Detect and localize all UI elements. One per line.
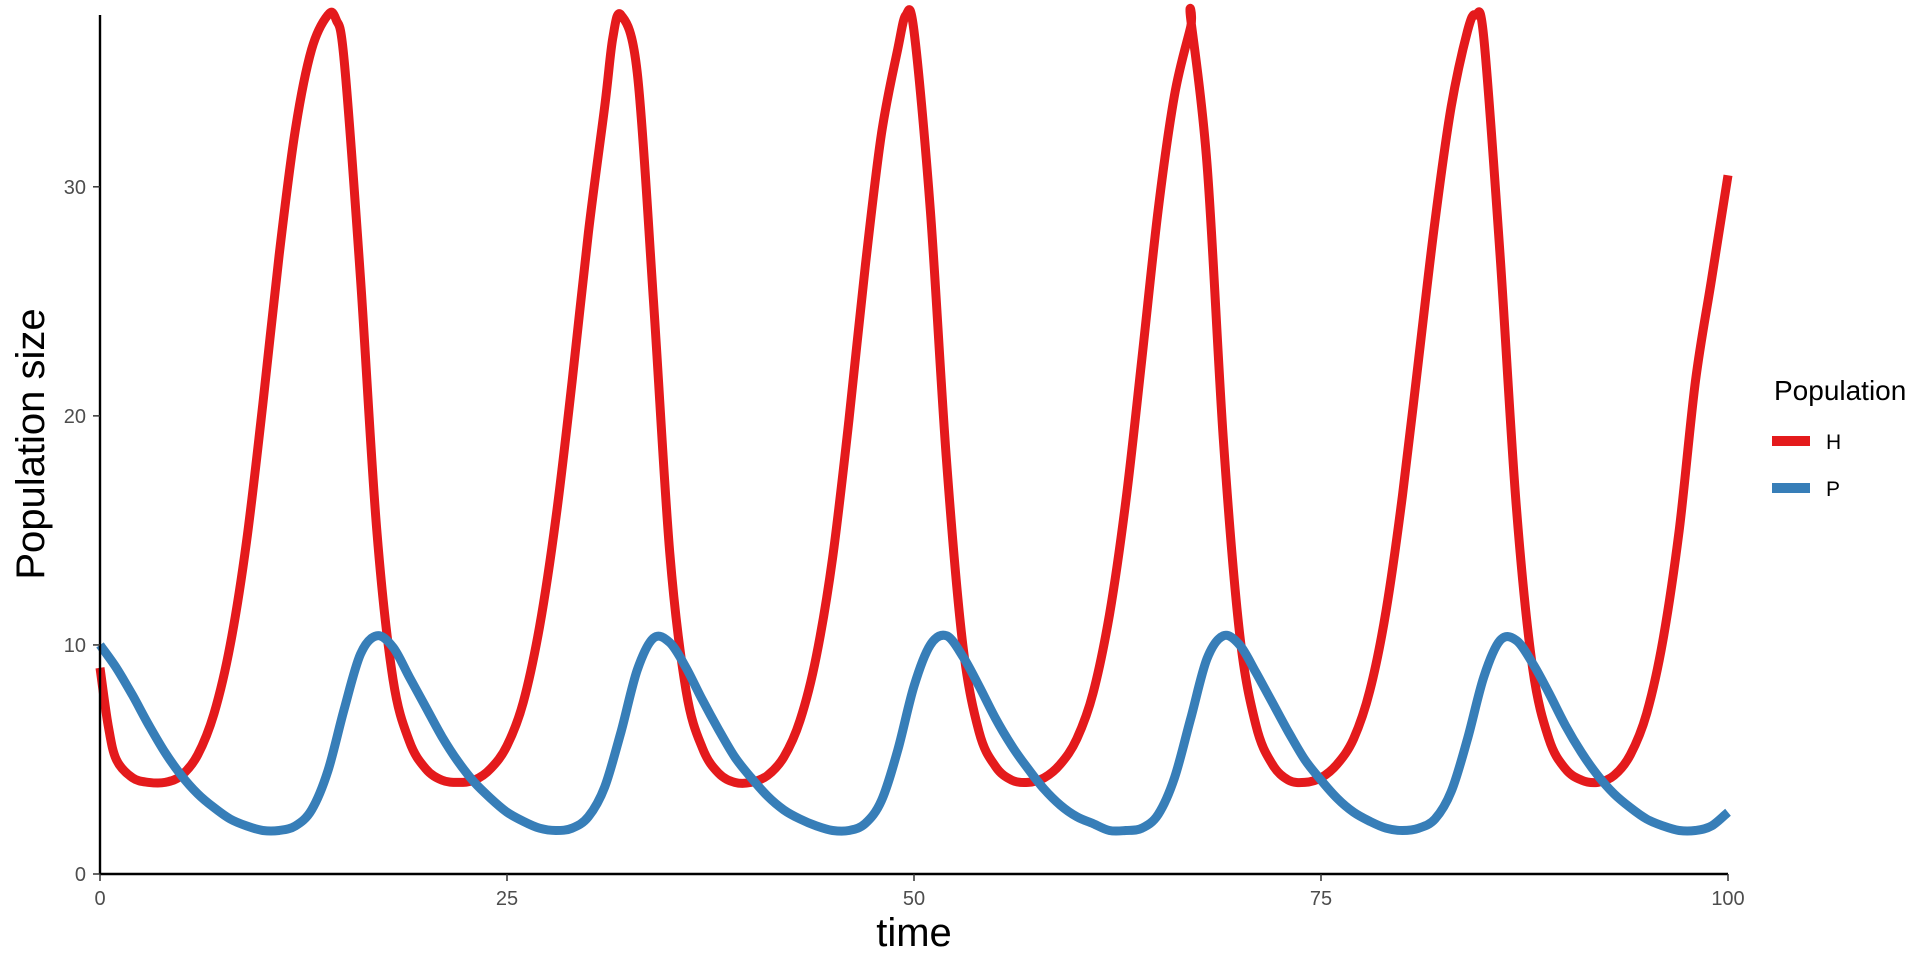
x-axis-title: time	[876, 911, 952, 955]
series-line-h	[95, 3, 1733, 788]
plot-lines	[95, 3, 1733, 836]
y-tick-label: 30	[64, 177, 86, 199]
legend-label-p: P	[1826, 478, 1840, 501]
y-tick-label: 10	[64, 635, 86, 657]
series-line-p	[96, 630, 1731, 836]
y-axis-ticks: 0 10 20 30	[64, 177, 100, 886]
legend-label-h: H	[1826, 431, 1841, 454]
x-tick-label: 100	[1711, 888, 1744, 910]
x-tick-label: 75	[1310, 888, 1332, 910]
x-axis-ticks: 0 25 50 75 100	[94, 874, 1745, 910]
y-tick-label: 0	[75, 864, 86, 886]
legend: Population HP	[1772, 375, 1906, 501]
x-tick-label: 0	[94, 888, 105, 910]
y-tick-label: 20	[64, 406, 86, 428]
x-tick-label: 25	[496, 888, 518, 910]
legend-entries: HP	[1772, 431, 1841, 501]
legend-key-p	[1772, 483, 1810, 493]
legend-title: Population	[1774, 375, 1906, 406]
y-axis-title: Population size	[9, 308, 53, 579]
legend-key-h	[1772, 436, 1810, 446]
x-tick-label: 50	[903, 888, 925, 910]
